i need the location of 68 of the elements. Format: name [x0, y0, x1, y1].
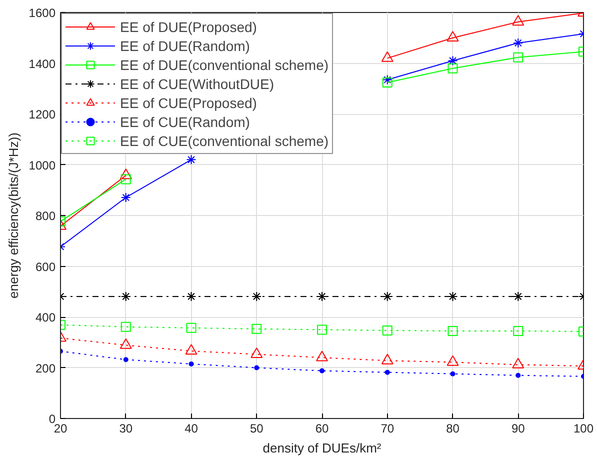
x-tick-label: 60: [315, 422, 329, 436]
point: [120, 174, 131, 184]
point: [120, 322, 131, 332]
point: [186, 154, 196, 165]
point: [316, 350, 328, 362]
legend-label: EE of CUE(conventional scheme): [120, 132, 329, 150]
x-tick-label: 70: [380, 422, 394, 436]
point: [384, 370, 390, 375]
point: [186, 291, 196, 302]
point: [252, 324, 262, 334]
x-tick-label: 90: [511, 422, 526, 436]
point: [120, 338, 132, 349]
point: [446, 355, 459, 366]
point: [513, 291, 524, 302]
y-tick-label: 200: [35, 361, 56, 376]
x-tick-label: 40: [184, 422, 198, 436]
point: [382, 78, 392, 88]
point: [381, 354, 394, 364]
point: [448, 56, 458, 66]
y-tick-label: 1400: [28, 56, 56, 71]
legend-label: EE of CUE(Random): [120, 112, 250, 131]
point: [185, 344, 198, 355]
point: [254, 365, 260, 370]
point: [512, 15, 524, 26]
point: [250, 347, 263, 358]
point: [120, 291, 131, 302]
y-tick-label: 1000: [28, 158, 56, 172]
y-tick-label: 600: [35, 260, 56, 274]
y-axis-title: energy efficiency(bits/(J*Hz)): [6, 132, 21, 298]
y-tick-label: 800: [35, 209, 56, 223]
point: [512, 358, 524, 368]
point: [448, 63, 458, 74]
x-tick-label: 30: [119, 422, 133, 436]
point: [188, 361, 194, 366]
y-tick-label: 0: [48, 412, 56, 426]
point: [446, 31, 459, 42]
x-tick-label: 20: [54, 422, 68, 436]
point: [382, 291, 392, 302]
legend-label: EE of DUE(conventional scheme): [120, 56, 329, 74]
y-tick-label: 400: [35, 310, 56, 324]
point: [317, 291, 327, 302]
point: [513, 38, 524, 48]
point: [381, 51, 394, 62]
point: [513, 326, 524, 336]
y-tick-label: 1200: [28, 108, 56, 122]
point: [123, 357, 128, 362]
point: [448, 326, 458, 336]
point: [252, 291, 262, 302]
legend-label: EE of DUE(Proposed): [120, 18, 257, 36]
x-tick-label: 100: [573, 422, 594, 436]
x-tick-label: 80: [446, 422, 460, 436]
point: [450, 371, 456, 376]
point: [317, 324, 327, 335]
point: [448, 291, 458, 302]
point: [186, 322, 196, 333]
point: [382, 74, 392, 85]
x-tick-label: 50: [250, 422, 264, 436]
legend-label: EE of CUE(WithoutDUE): [120, 74, 274, 93]
point: [382, 325, 392, 336]
legend-label: EE of CUE(Proposed): [120, 94, 257, 112]
y-tick-label: 1600: [28, 6, 56, 20]
point: [320, 368, 324, 374]
x-axis-title: density of DUEs/km²: [262, 440, 382, 456]
point: [516, 372, 521, 378]
legend-label: EE of DUE(Random): [120, 36, 250, 55]
point: [513, 52, 524, 62]
point: [120, 192, 131, 202]
point: [120, 168, 132, 180]
